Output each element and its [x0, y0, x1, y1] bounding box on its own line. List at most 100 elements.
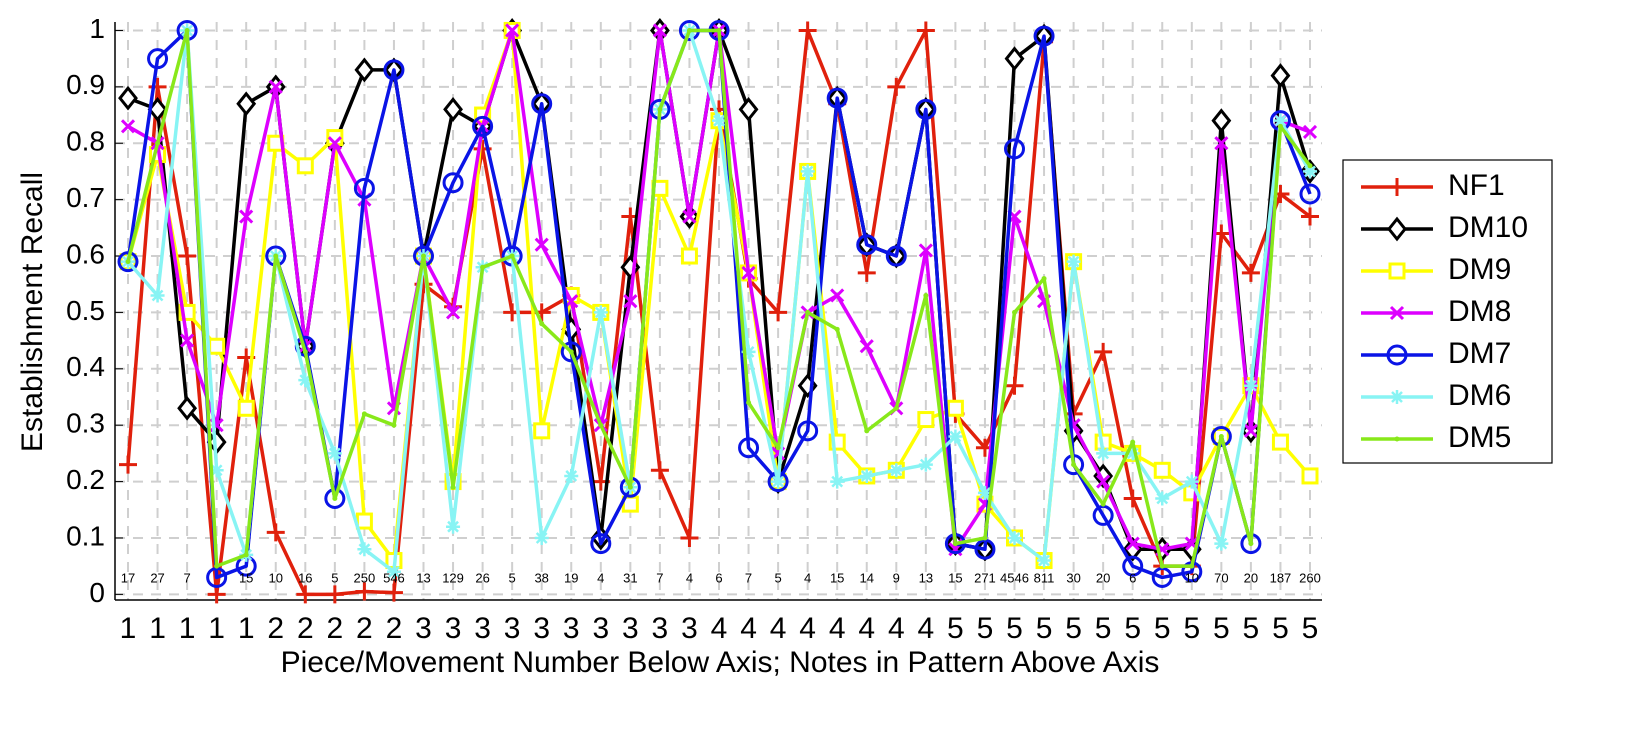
marker	[1243, 423, 1258, 438]
marker	[834, 326, 840, 332]
marker	[680, 247, 698, 265]
marker	[324, 487, 346, 509]
marker	[450, 484, 456, 490]
annotation: 5	[331, 570, 338, 585]
marker	[384, 583, 403, 602]
legend-label: DM5	[1448, 421, 1511, 454]
marker	[1005, 376, 1024, 395]
marker	[682, 209, 697, 224]
annotation: 5	[509, 570, 516, 585]
marker	[509, 253, 515, 259]
marker	[1386, 344, 1408, 366]
annotation: 15	[948, 570, 962, 585]
x-tick-label: 2	[297, 612, 314, 645]
marker	[769, 303, 788, 322]
marker	[355, 582, 374, 601]
marker	[830, 288, 845, 303]
marker	[1301, 467, 1319, 485]
x-tick-label: 3	[563, 612, 580, 645]
x-tick-label: 3	[652, 612, 669, 645]
marker	[771, 474, 786, 489]
marker	[443, 97, 463, 122]
x-tick-label: 5	[1183, 612, 1200, 645]
marker	[918, 243, 933, 258]
marker	[859, 339, 874, 354]
marker	[325, 585, 344, 604]
marker	[593, 305, 608, 320]
marker	[180, 333, 195, 348]
marker	[327, 446, 342, 461]
marker	[1388, 262, 1406, 280]
marker	[207, 585, 226, 604]
x-axis-label: Piece/Movement Number Below Axis; Notes …	[281, 646, 1160, 679]
annotation: 271	[974, 570, 996, 585]
marker	[177, 395, 198, 421]
marker	[657, 106, 663, 112]
marker	[680, 528, 699, 547]
annotation: 7	[183, 570, 190, 585]
marker	[117, 251, 139, 273]
marker	[1241, 263, 1260, 282]
marker	[1033, 25, 1055, 47]
legend-label: DM7	[1448, 337, 1511, 370]
marker	[746, 400, 752, 406]
y-tick-label: 0.7	[66, 182, 105, 213]
y-tick-label: 0.2	[66, 464, 105, 495]
marker	[1004, 46, 1025, 72]
x-tick-label: 5	[1154, 612, 1171, 645]
legend-label: DM8	[1448, 295, 1511, 328]
marker	[798, 21, 817, 40]
marker	[148, 77, 167, 96]
marker	[598, 422, 604, 428]
marker	[1125, 446, 1140, 461]
marker	[716, 27, 722, 33]
marker	[627, 484, 633, 490]
marker	[125, 259, 131, 265]
x-tick-label: 4	[740, 612, 757, 645]
marker	[568, 349, 574, 355]
marker	[887, 77, 906, 96]
marker	[1004, 138, 1025, 160]
marker	[332, 495, 338, 501]
legend-label: NF1	[1448, 169, 1505, 202]
x-tick-label: 2	[267, 612, 284, 645]
x-tick-label: 5	[1006, 612, 1023, 645]
marker	[917, 411, 935, 429]
marker	[889, 463, 904, 478]
marker	[1012, 309, 1017, 315]
marker	[119, 455, 137, 474]
legend-label: DM6	[1448, 379, 1511, 412]
x-tick-label: 5	[1065, 612, 1082, 645]
marker	[830, 474, 845, 489]
annotation: 27	[150, 570, 164, 585]
marker	[1153, 461, 1171, 479]
x-tick-label: 4	[770, 612, 787, 645]
marker	[534, 530, 549, 545]
marker	[1100, 501, 1106, 507]
marker	[531, 93, 553, 115]
marker	[1155, 491, 1170, 506]
marker	[1301, 207, 1319, 226]
marker	[1273, 113, 1288, 128]
marker	[1248, 541, 1254, 547]
annotation: 4	[686, 570, 693, 585]
x-tick-label: 4	[711, 612, 728, 645]
y-tick-label: 0.5	[66, 295, 105, 326]
x-tick-label: 1	[149, 612, 166, 645]
x-tick-label: 3	[415, 612, 432, 645]
x-tick-label: 5	[1243, 612, 1260, 645]
marker	[353, 177, 375, 199]
annotation: 6	[1129, 570, 1136, 585]
x-tick-label: 5	[1036, 612, 1053, 645]
x-tick-label: 2	[386, 612, 403, 645]
annotation: 10	[1185, 570, 1199, 585]
marker	[383, 59, 405, 81]
annotation: 13	[919, 570, 933, 585]
y-tick-label: 0.8	[66, 126, 105, 157]
x-tick-label: 1	[120, 612, 137, 645]
marker	[885, 245, 907, 267]
marker	[1277, 123, 1283, 129]
marker	[354, 57, 375, 83]
marker	[296, 157, 314, 175]
